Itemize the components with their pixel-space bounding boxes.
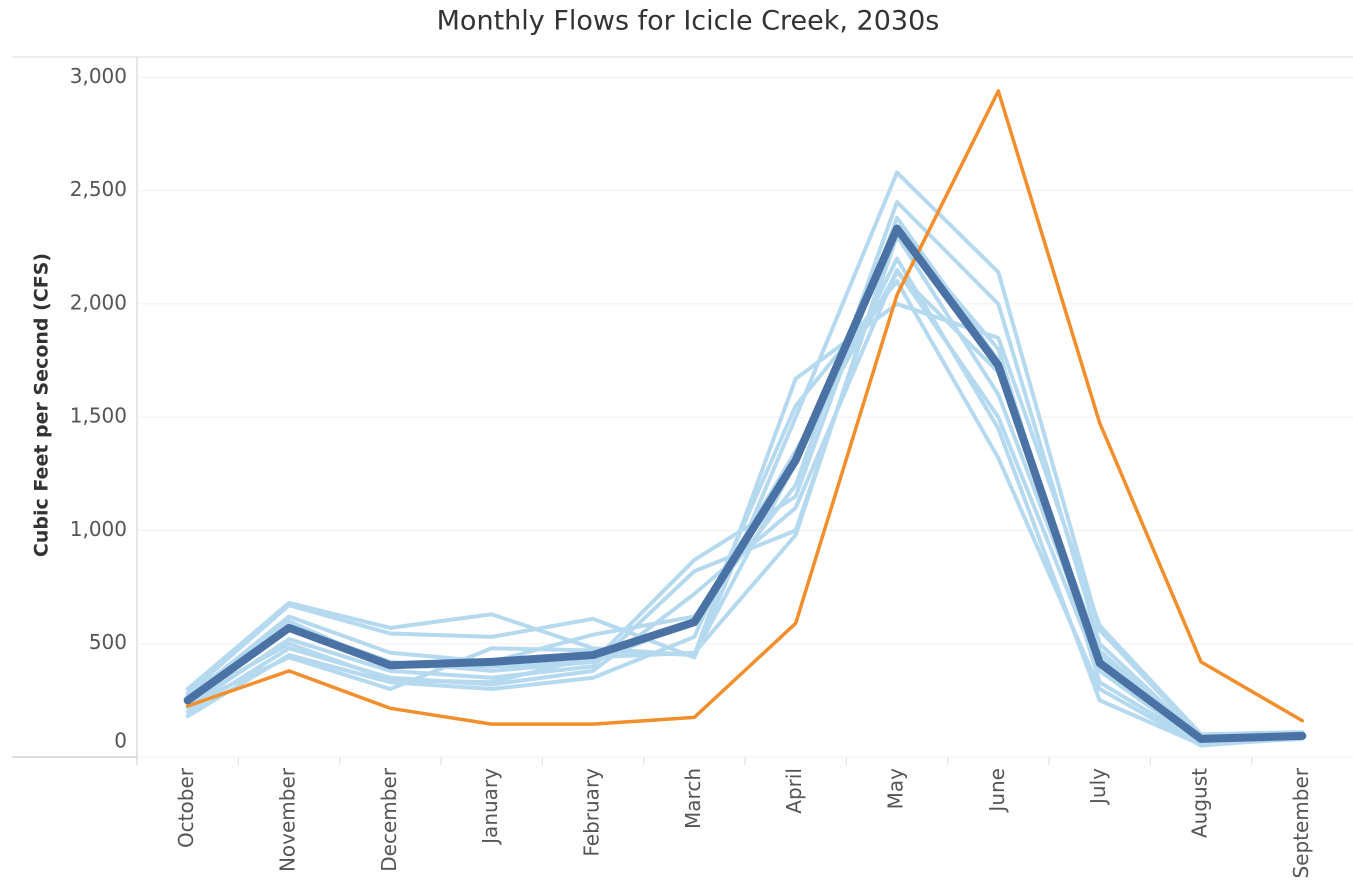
y-tick-label: 1,500 bbox=[70, 404, 127, 428]
x-tick-label: November bbox=[276, 767, 300, 872]
y-tick-label: 0 bbox=[114, 729, 127, 753]
x-tick-label: April bbox=[782, 768, 806, 814]
x-tick-label: October bbox=[174, 767, 198, 848]
series-line bbox=[185, 256, 1305, 747]
x-tick-label: August bbox=[1188, 768, 1212, 838]
x-tick-label: March bbox=[681, 768, 705, 829]
y-tick-label: 1,000 bbox=[70, 517, 127, 541]
y-axis-title: Cubic Feet per Second (CFS) bbox=[31, 253, 53, 557]
x-tick-label: June bbox=[985, 768, 1009, 814]
x-tick-label: September bbox=[1289, 767, 1313, 878]
y-tick-label: 2,500 bbox=[70, 177, 127, 201]
series-line bbox=[185, 89, 1305, 726]
y-tick-label: 500 bbox=[89, 630, 127, 654]
y-tick-label: 3,000 bbox=[70, 64, 127, 88]
y-tick-label: 2,000 bbox=[70, 290, 127, 314]
series-line bbox=[183, 224, 1307, 743]
x-tick-label: May bbox=[884, 768, 908, 810]
x-tick-label: December bbox=[377, 767, 401, 871]
x-tick-label: July bbox=[1086, 768, 1110, 806]
series-line bbox=[185, 279, 1305, 748]
x-tick-label: January bbox=[478, 768, 502, 846]
x-tick-label: February bbox=[580, 768, 604, 857]
series-line bbox=[185, 227, 1305, 746]
chart-title: Monthly Flows for Icicle Creek, 2030s bbox=[437, 6, 940, 37]
